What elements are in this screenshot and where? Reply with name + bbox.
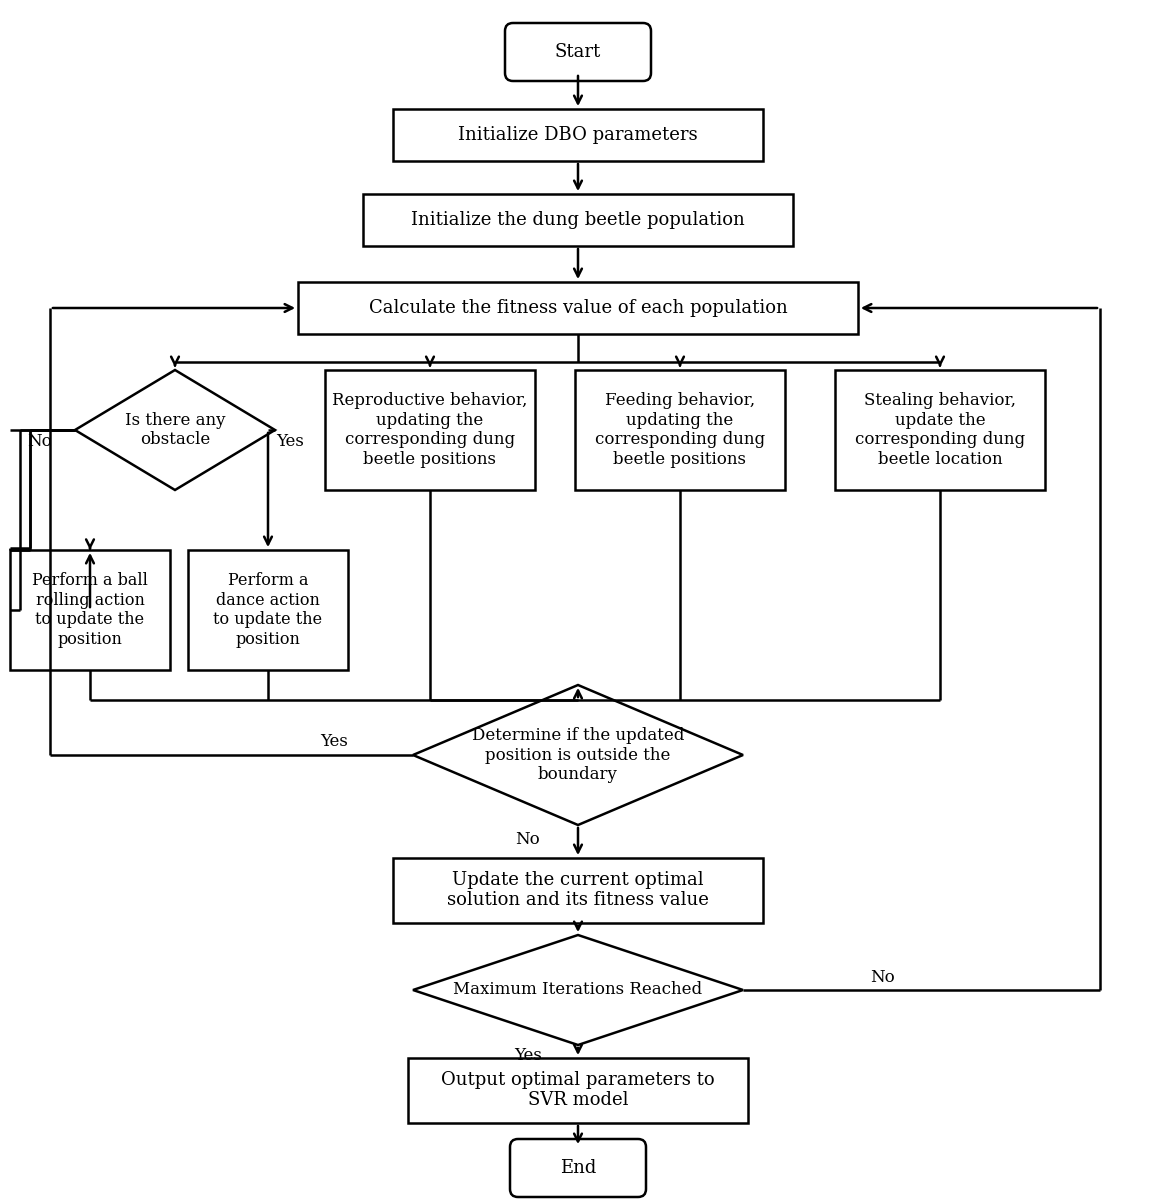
Text: No: No	[870, 970, 895, 986]
Bar	[835, 370, 1045, 490]
Bar	[575, 370, 785, 490]
Text: Initialize DBO parameters: Initialize DBO parameters	[458, 126, 698, 144]
Text: Perform a
dance action
to update the
position: Perform a dance action to update the pos…	[214, 572, 323, 648]
FancyBboxPatch shape	[505, 23, 651, 80]
Text: Yes: Yes	[320, 733, 348, 750]
Bar	[408, 1057, 748, 1122]
Text: Stealing behavior,
update the
corresponding dung
beetle location: Stealing behavior, update the correspond…	[855, 392, 1025, 468]
Text: Determine if the updated
position is outside the
boundary: Determine if the updated position is out…	[472, 727, 684, 784]
Polygon shape	[75, 370, 275, 490]
Text: Yes: Yes	[276, 433, 304, 450]
Text: Perform a ball
rolling action
to update the
position: Perform a ball rolling action to update …	[32, 572, 148, 648]
Bar	[325, 370, 535, 490]
Text: Yes: Yes	[514, 1046, 542, 1063]
FancyBboxPatch shape	[510, 1139, 646, 1198]
Bar	[393, 109, 763, 161]
Bar	[393, 858, 763, 923]
Text: Output optimal parameters to
SVR model: Output optimal parameters to SVR model	[442, 1070, 714, 1109]
Polygon shape	[413, 685, 743, 826]
Text: Is there any
obstacle: Is there any obstacle	[125, 412, 225, 449]
Bar	[363, 194, 793, 246]
Bar	[10, 550, 170, 670]
Text: Maximum Iterations Reached: Maximum Iterations Reached	[453, 982, 703, 998]
Text: Reproductive behavior,
updating the
corresponding dung
beetle positions: Reproductive behavior, updating the corr…	[332, 392, 527, 468]
Text: No: No	[516, 832, 540, 848]
Bar	[188, 550, 348, 670]
Text: Initialize the dung beetle population: Initialize the dung beetle population	[412, 211, 744, 229]
Text: Update the current optimal
solution and its fitness value: Update the current optimal solution and …	[447, 871, 709, 910]
Text: End: End	[560, 1159, 596, 1177]
Bar	[298, 282, 858, 334]
Text: No: No	[28, 433, 52, 450]
Text: Start: Start	[555, 43, 601, 61]
Polygon shape	[413, 935, 743, 1045]
Text: Calculate the fitness value of each population: Calculate the fitness value of each popu…	[369, 299, 787, 317]
Text: Feeding behavior,
updating the
corresponding dung
beetle positions: Feeding behavior, updating the correspon…	[595, 392, 765, 468]
